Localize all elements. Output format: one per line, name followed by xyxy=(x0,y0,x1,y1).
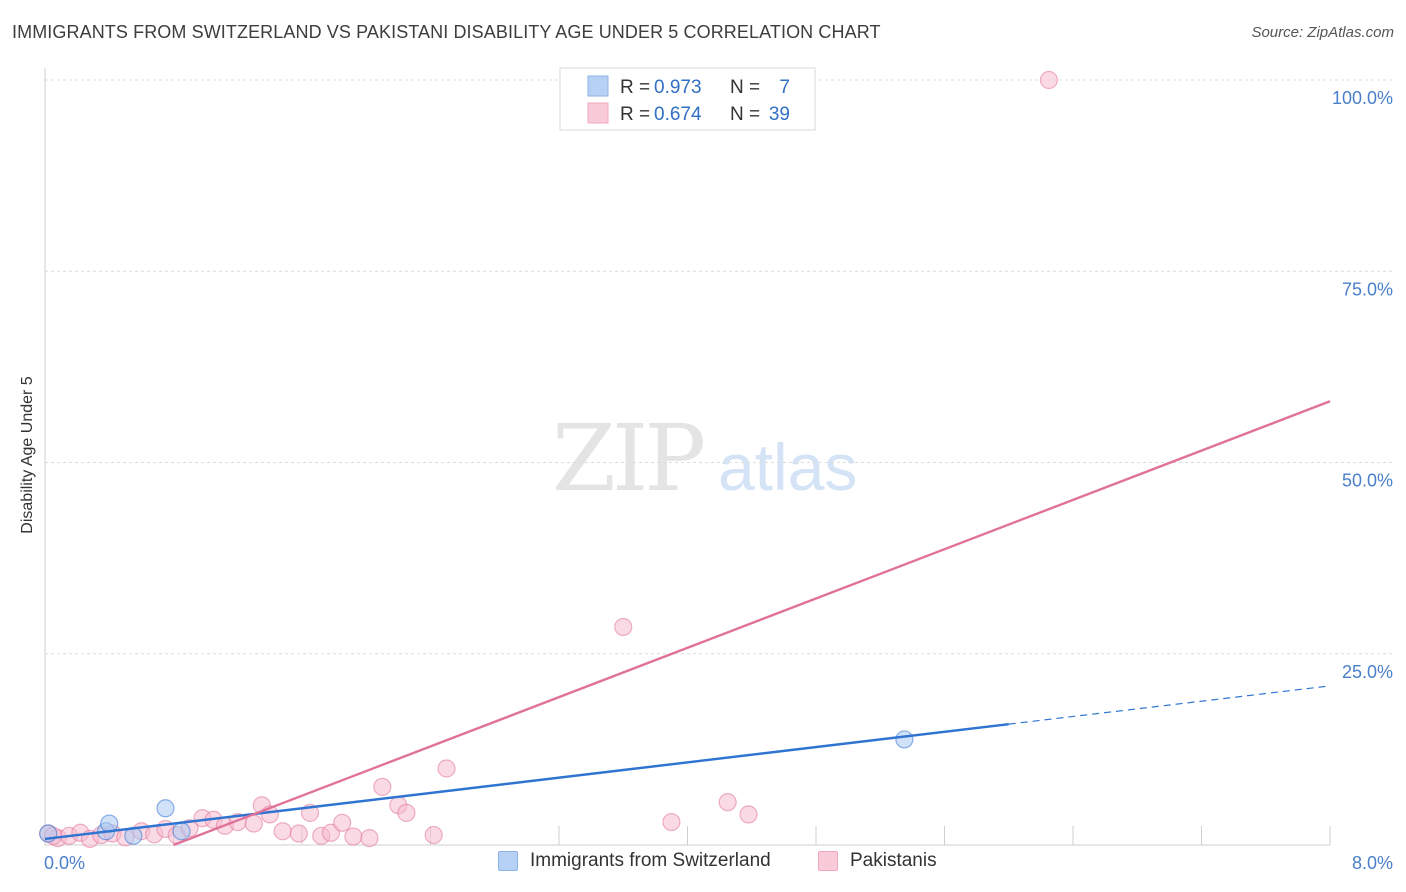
point-series-1-27 xyxy=(360,829,379,848)
legend-r-value-1: 0.973 xyxy=(654,77,702,98)
legend-n-label-2: N = xyxy=(730,104,760,125)
x-tick-label-max: 8.0% xyxy=(1352,853,1393,873)
point-series-1-25 xyxy=(333,813,352,832)
legend-label-switzerland: Immigrants from Switzerland xyxy=(530,850,771,871)
x-tick-label-min: 0.0% xyxy=(44,853,85,873)
grid-lines xyxy=(45,79,1395,655)
legend-swatch-pakistanis xyxy=(587,102,609,124)
y-tick-label-2: 75.0% xyxy=(1342,279,1393,299)
legend-swatch-switzerland-bottom xyxy=(498,851,518,871)
legend-swatch-switzerland xyxy=(587,75,609,97)
legend-n-value-2: 39 xyxy=(769,104,790,125)
legend-r-label-2: R = xyxy=(620,104,650,125)
legend-r-value-2: 0.674 xyxy=(654,104,702,125)
trend-line-dashed-series-0 xyxy=(1008,685,1331,725)
point-series-1-34 xyxy=(662,812,681,832)
point-series-0-5 xyxy=(172,822,191,841)
bottom-legend: Immigrants from Switzerland Pakistanis xyxy=(0,850,1406,880)
legend-label-pakistanis: Pakistanis xyxy=(850,850,937,871)
watermark-atlas: atlas xyxy=(718,430,857,504)
trend-line-series-0 xyxy=(44,722,1009,841)
trend-lines xyxy=(44,400,1331,847)
tick-labels: 25.0% 50.0% 75.0% 100.0% 0.0% 8.0% xyxy=(44,88,1393,873)
point-series-1-37 xyxy=(1039,70,1059,90)
point-series-1-35 xyxy=(718,793,737,812)
point-series-1-28 xyxy=(373,777,392,796)
point-series-0-6 xyxy=(895,730,914,749)
source-label: Source: ZipAtlas.com xyxy=(1251,24,1394,41)
trend-line-series-1 xyxy=(173,400,1331,847)
legend-item-switzerland: Immigrants from Switzerland xyxy=(498,850,771,872)
y-tick-label-1: 50.0% xyxy=(1342,471,1393,491)
point-series-1-30 xyxy=(397,803,416,822)
point-series-1-20 xyxy=(273,822,292,841)
legend-swatch-pakistanis-bottom xyxy=(818,851,838,871)
point-series-1-32 xyxy=(437,759,456,778)
point-series-1-31 xyxy=(424,825,443,845)
chart-title: IMMIGRANTS FROM SWITZERLAND VS PAKISTANI… xyxy=(12,22,881,42)
watermark-zip: ZIP xyxy=(552,405,703,512)
point-series-1-26 xyxy=(344,827,363,846)
data-points xyxy=(39,70,1059,848)
legend-item-pakistanis: Pakistanis xyxy=(818,850,937,872)
y-tick-label-0: 25.0% xyxy=(1342,662,1393,682)
point-series-1-33 xyxy=(614,617,633,637)
point-series-0-4 xyxy=(156,799,175,818)
y-tick-label-3: 100.0% xyxy=(1332,88,1393,108)
point-series-1-36 xyxy=(739,805,758,824)
legend-box: R = 0.973 N = 7 R = 0.674 N = 39 xyxy=(559,67,816,131)
legend-n-label-1: N = xyxy=(730,77,760,98)
legend-r-label-1: R = xyxy=(620,77,650,98)
legend-n-value-1: 7 xyxy=(779,77,790,98)
point-series-1-21 xyxy=(289,824,308,843)
